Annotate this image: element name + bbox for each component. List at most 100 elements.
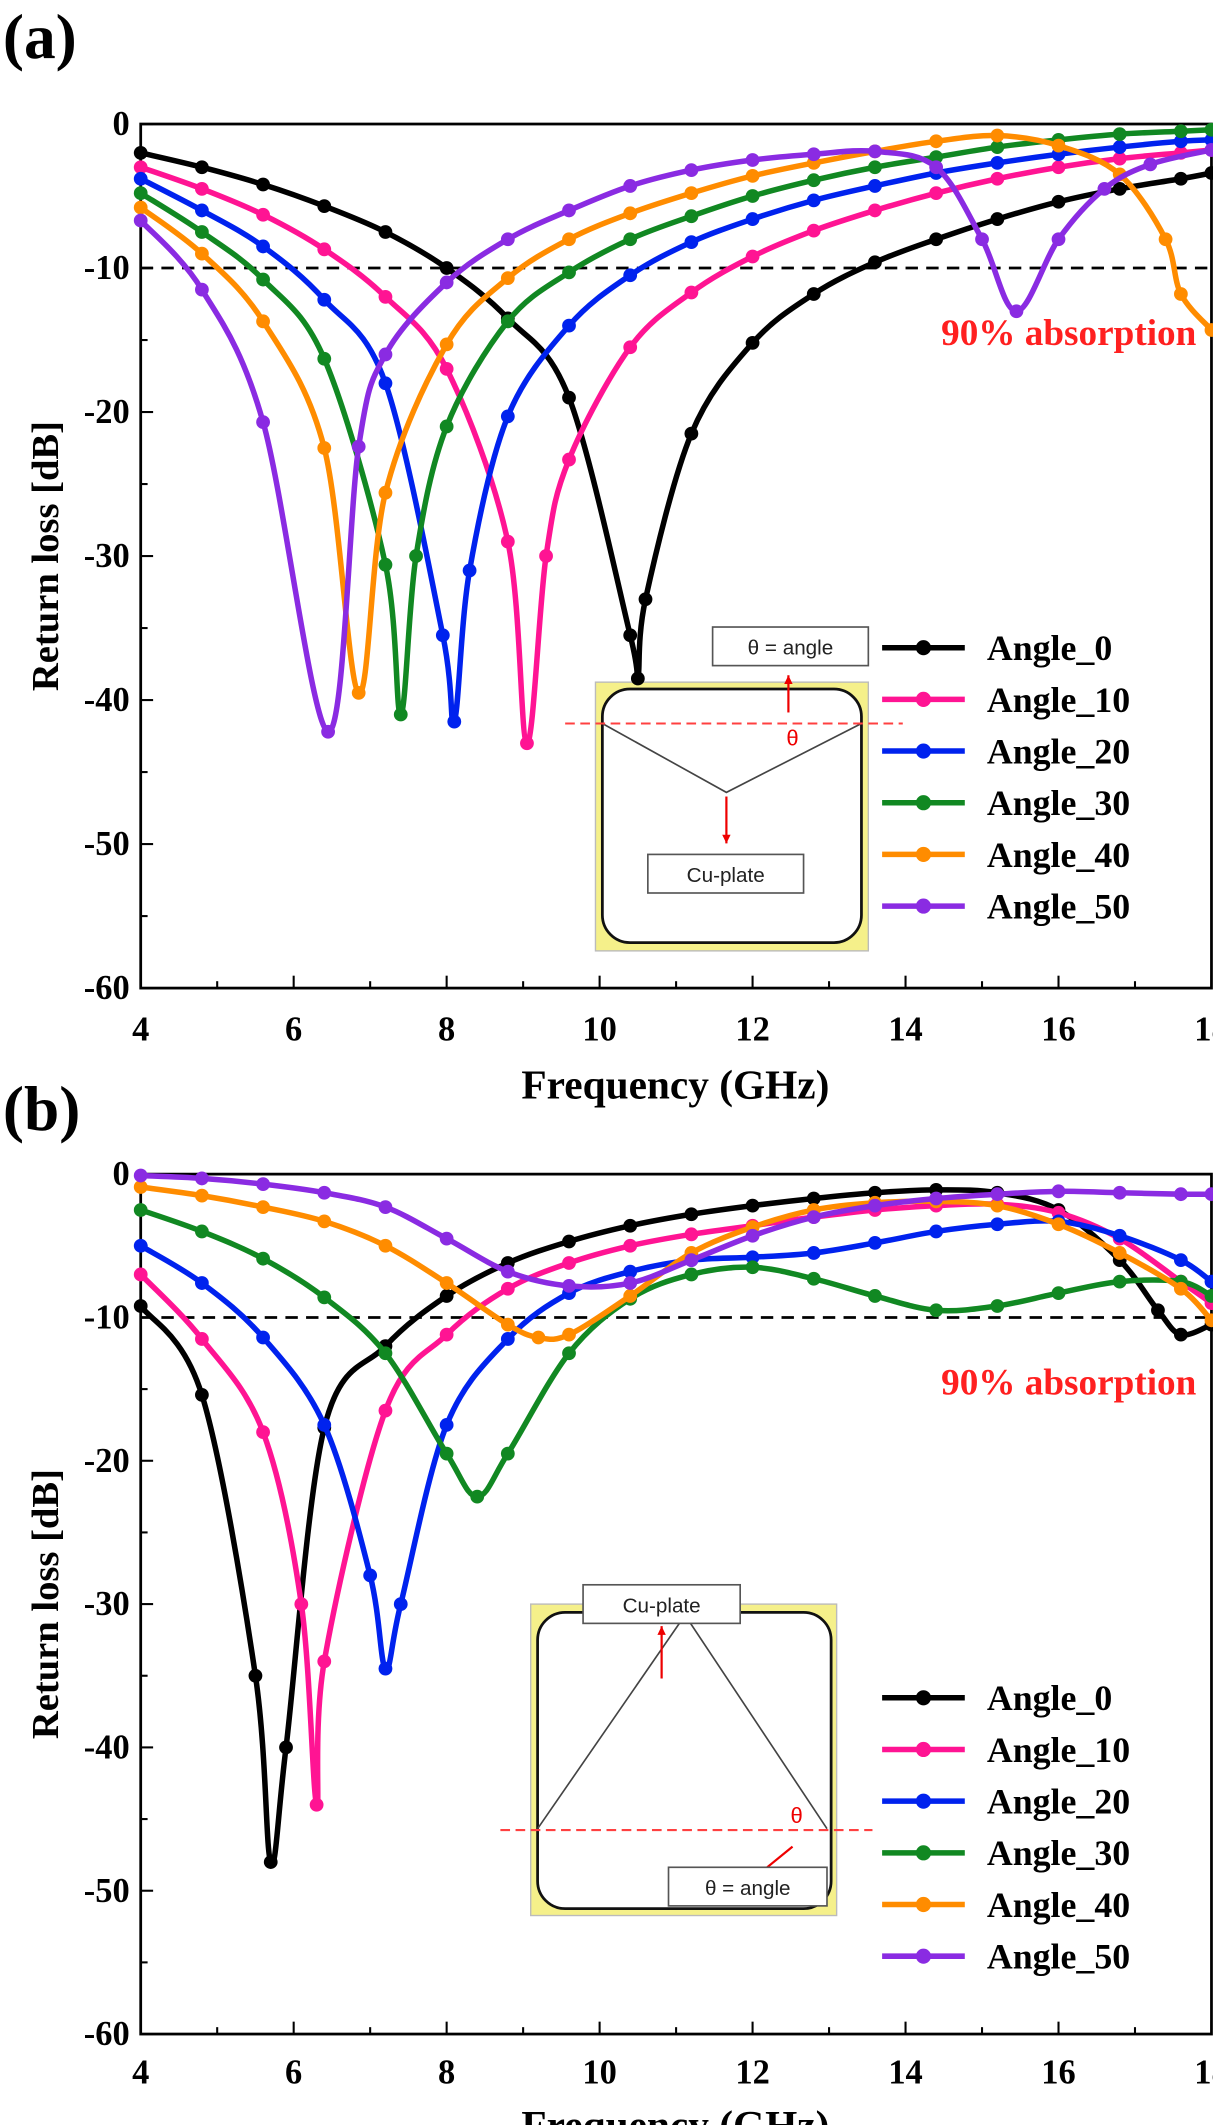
data-point (562, 452, 576, 467)
data-point (500, 232, 515, 247)
x-tick-label: 10 (582, 1010, 616, 1048)
data-point (195, 181, 209, 196)
panel-label: (a) (3, 2, 77, 72)
data-point (929, 1191, 944, 1206)
data-point (439, 1327, 454, 1342)
data-point (868, 203, 882, 218)
x-tick-label: 16 (1041, 1010, 1075, 1048)
data-point (806, 1246, 821, 1260)
data-point (1173, 1327, 1188, 1342)
legend-item: Angle_50 (882, 1937, 1130, 1977)
data-point (745, 153, 760, 167)
data-point (623, 1289, 638, 1303)
inset-up-arrow-icon-head (784, 675, 793, 684)
data-point (990, 128, 1005, 143)
data-point (279, 1740, 293, 1755)
data-point (623, 268, 638, 283)
inset-absorber-outline (536, 1610, 833, 1911)
data-point (1204, 166, 1213, 180)
legend-marker (915, 640, 932, 656)
data-point (378, 347, 393, 362)
data-point (868, 255, 882, 270)
panel-b: (b) 4 6 8 10 12 14 16 18 0 -10 -20 -30 -40 -50 -60 Frequ… (3, 1074, 1213, 2125)
data-point (1204, 1313, 1213, 1328)
data-point (317, 351, 332, 366)
data-point (133, 1180, 148, 1194)
legend-marker (915, 691, 932, 707)
x-tick-label: 6 (285, 2054, 302, 2092)
inset-absorber-outline (600, 687, 863, 944)
data-point (684, 163, 699, 178)
x-tick-label: 6 (285, 1010, 302, 1048)
legend-label: Angle_50 (987, 886, 1130, 926)
data-point (1173, 171, 1188, 186)
data-point (1051, 194, 1066, 209)
data-point (520, 736, 534, 751)
data-point (439, 1446, 454, 1461)
legend-marker (915, 743, 932, 759)
data-point (929, 232, 944, 247)
data-point (317, 1185, 332, 1200)
inset-diagram: θ = angle Cu-plate θ (565, 626, 903, 952)
y-tick-label: -60 (84, 2015, 130, 2053)
data-point (684, 285, 699, 300)
x-axis-label: Frequency (GHz) (521, 1061, 829, 1108)
data-point (378, 1238, 393, 1253)
data-point (623, 340, 638, 355)
data-point (990, 1198, 1005, 1213)
legend-label: Angle_30 (987, 783, 1130, 823)
data-point (133, 1168, 148, 1183)
data-point (623, 206, 638, 221)
data-point (256, 1251, 270, 1266)
data-point (1143, 157, 1158, 172)
data-point (745, 189, 760, 203)
inset-ray-path (601, 722, 862, 794)
data-point (195, 160, 209, 175)
data-point (806, 1191, 821, 1206)
legend-item: Angle_10 (882, 1730, 1130, 1770)
legend-label: Angle_40 (987, 1885, 1130, 1925)
y-tick-label: -30 (84, 1585, 130, 1623)
data-point (562, 1327, 576, 1342)
data-point (195, 1276, 209, 1290)
data-point (378, 1200, 393, 1214)
data-point (1204, 323, 1213, 337)
y-tick-label: -20 (84, 393, 130, 431)
series-Angle_30 (133, 122, 1213, 722)
series-line (140, 1172, 1212, 1290)
data-point (439, 361, 454, 376)
data-point (256, 207, 270, 222)
data-point (990, 1217, 1005, 1232)
data-point (393, 1597, 408, 1611)
legend-item: Angle_20 (882, 731, 1130, 771)
data-point (1158, 232, 1173, 247)
data-point (562, 1346, 576, 1361)
data-point (684, 426, 699, 441)
legend-item: Angle_20 (882, 1782, 1130, 1822)
data-point (317, 1290, 332, 1305)
x-tick-label: 18 (1194, 2054, 1213, 2092)
data-point (562, 265, 576, 280)
data-point (133, 1299, 148, 1313)
data-point (562, 1279, 576, 1293)
legend-marker (915, 1690, 932, 1706)
legend-marker (915, 898, 932, 914)
data-point (500, 314, 515, 329)
data-point (195, 1332, 209, 1346)
x-tick-label: 14 (888, 2054, 922, 2092)
data-point (1173, 287, 1188, 301)
data-point (623, 1276, 638, 1290)
data-point (539, 549, 553, 563)
y-axis-label: Return loss [dB] (25, 421, 67, 691)
data-point (500, 1264, 515, 1279)
x-tick-label: 14 (888, 1010, 922, 1048)
legend-item: Angle_30 (882, 1833, 1130, 1873)
data-point (351, 685, 366, 700)
data-point (351, 439, 366, 454)
series-Angle_0 (133, 145, 1213, 686)
y-tick-label: -50 (84, 825, 130, 863)
data-point (378, 485, 393, 500)
inset-bottom-label-box (647, 853, 805, 894)
data-point (1112, 1274, 1127, 1289)
data-point (929, 1224, 944, 1239)
